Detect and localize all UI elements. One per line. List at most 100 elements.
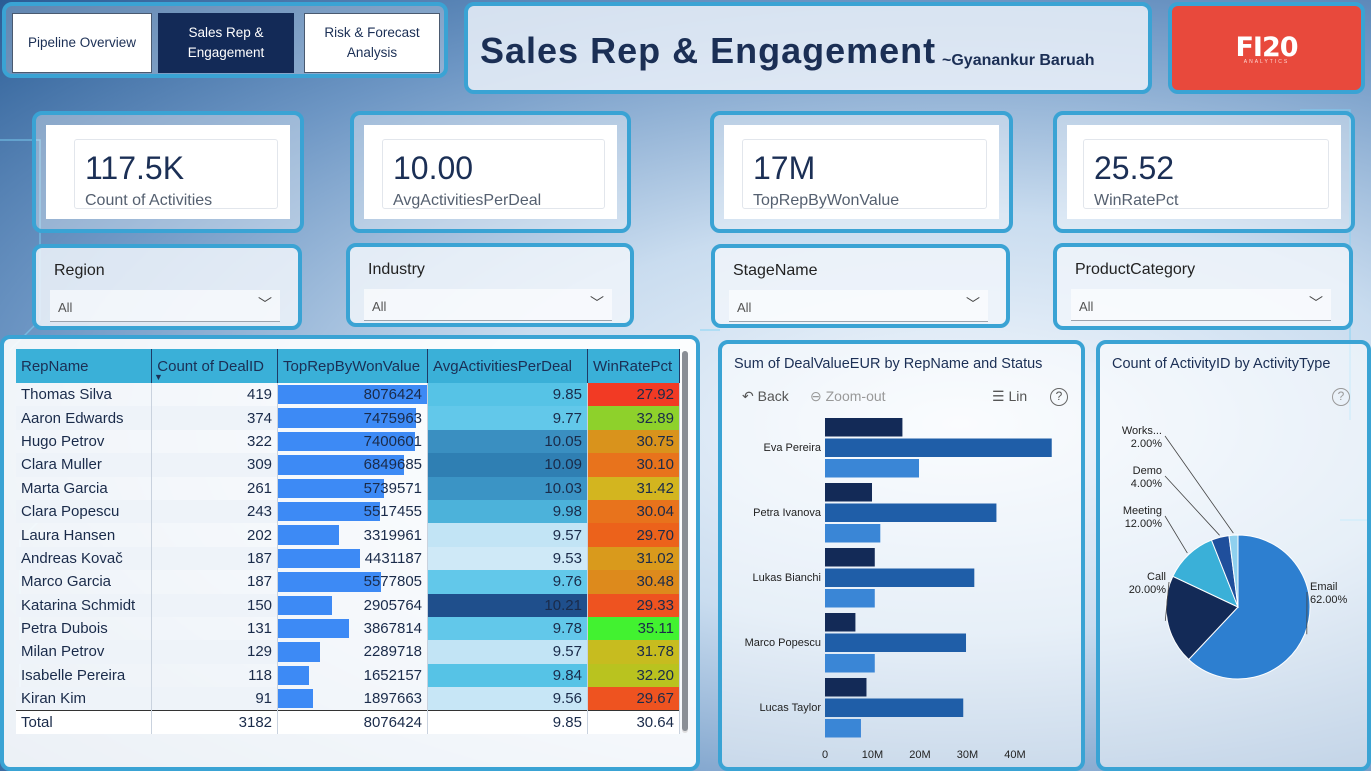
- cell-avg: 9.77: [427, 406, 588, 430]
- leader-line: [1164, 581, 1170, 621]
- bar[interactable]: [825, 524, 881, 543]
- cell-count: 187: [151, 570, 279, 594]
- table-row[interactable]: Petra Dubois 131 3867814 9.78 35.11: [16, 616, 681, 641]
- bar[interactable]: [825, 503, 997, 523]
- cell-winrate: 35.11: [587, 616, 681, 641]
- cell-repname: Kiran Kim: [16, 687, 153, 711]
- kpi-count-activities: 117.5K Count of Activities: [32, 111, 304, 233]
- data-bar: [278, 501, 380, 522]
- bar[interactable]: [825, 589, 875, 608]
- col-header-avgactivities[interactable]: AvgActivitiesPerDeal: [427, 349, 588, 383]
- pie-slice[interactable]: [1165, 575, 1239, 661]
- kpi-value: 10.00: [393, 150, 474, 186]
- cell-repname: Marta Garcia: [16, 476, 153, 500]
- nav-risk-forecast-button[interactable]: Risk & Forecast Analysis: [304, 13, 440, 73]
- industry-dropdown[interactable]: All ﹀: [364, 289, 612, 321]
- table-row[interactable]: Marta Garcia 261 5739571 10.03 31.42: [16, 476, 681, 500]
- col-header-repname[interactable]: RepName: [16, 349, 153, 383]
- chevron-down-icon: ﹀: [1309, 295, 1323, 311]
- bar[interactable]: [825, 459, 920, 478]
- x-tick-label: 0: [822, 749, 828, 761]
- cell-value: 1652157: [363, 666, 423, 684]
- cell-count: 261: [151, 476, 279, 500]
- cell-value: 2289718: [363, 643, 423, 661]
- col-header-toprep[interactable]: TopRepByWonValue: [277, 349, 429, 383]
- bar[interactable]: [825, 483, 873, 502]
- scrollbar-thumb[interactable]: [682, 351, 688, 731]
- slice-percent: 62.00%: [1310, 594, 1348, 606]
- productcategory-dropdown[interactable]: All ﹀: [1071, 289, 1331, 321]
- table-row[interactable]: Thomas Silva 419 8076424 9.85 27.92: [16, 383, 681, 407]
- bar[interactable]: [825, 418, 903, 437]
- category-label: Eva Pereira: [764, 442, 822, 454]
- table-row[interactable]: Isabelle Pereira 118 1652157 9.84 32.20: [16, 663, 681, 688]
- pie-slice[interactable]: [1188, 534, 1311, 680]
- cell-toprep: 5739571: [277, 476, 429, 500]
- zoom-out-button[interactable]: ⊖ Zoom-out: [810, 388, 886, 405]
- help-icon[interactable]: ?: [1050, 388, 1068, 406]
- cell-value: 5517455: [363, 503, 423, 521]
- bar[interactable]: [825, 633, 967, 653]
- table-row[interactable]: Aaron Edwards 374 7475963 9.77 32.89: [16, 406, 681, 430]
- data-bar: [278, 431, 415, 452]
- chevron-down-icon: ﹀: [966, 296, 980, 312]
- cell-winrate: 32.89: [587, 406, 681, 430]
- cell-count: 150: [151, 593, 279, 617]
- table-row[interactable]: Laura Hansen 202 3319961 9.57 29.70: [16, 523, 681, 547]
- dropdown-value: All: [58, 300, 73, 315]
- chevron-down-icon: ﹀: [258, 296, 272, 312]
- table-row[interactable]: Clara Muller 309 6849685 10.09 30.10: [16, 453, 681, 477]
- cell-toprep: 3867814: [277, 616, 429, 641]
- col-header-count-dealid[interactable]: Count of DealID ▼: [151, 349, 279, 383]
- table-row[interactable]: Andreas Kovač 187 4431187 9.53 31.02: [16, 546, 681, 571]
- bar[interactable]: [825, 654, 875, 673]
- header: Sales Rep & Engagement ~Gyanankur Baruah: [464, 2, 1152, 94]
- chevron-down-icon: ﹀: [590, 295, 604, 311]
- cell-repname: Andreas Kovač: [16, 546, 153, 571]
- table-row[interactable]: Kiran Kim 91 1897663 9.56 29.67: [16, 687, 681, 711]
- page-title: Sales Rep & Engagement: [480, 30, 937, 71]
- table-row[interactable]: Marco Garcia 187 5577805 9.76 30.48: [16, 570, 681, 594]
- bar[interactable]: [825, 698, 964, 718]
- cell-repname: Clara Popescu: [16, 499, 153, 524]
- table-scrollbar[interactable]: [682, 351, 688, 733]
- kpi-top-rep: 17M TopRepByWonValue: [710, 111, 1013, 233]
- slicer-region: Region All ﹀: [32, 244, 302, 330]
- cell-avg: 9.76: [427, 570, 588, 594]
- table-row[interactable]: Katarina Schmidt 150 2905764 10.21 29.33: [16, 593, 681, 617]
- bar[interactable]: [825, 568, 975, 588]
- page-navigator: Pipeline Overview Sales Rep & Engagement…: [2, 2, 448, 78]
- bar[interactable]: [825, 678, 867, 697]
- pie-slice[interactable]: [1228, 534, 1239, 608]
- help-icon[interactable]: ?: [1332, 388, 1350, 406]
- bar[interactable]: [825, 438, 1052, 458]
- kpi-label: AvgActivitiesPerDeal: [393, 192, 542, 209]
- cell-winrate: 30.10: [587, 453, 681, 477]
- table-row[interactable]: Milan Petrov 129 2289718 9.57 31.78: [16, 640, 681, 664]
- lin-button[interactable]: ☰ Lin: [992, 388, 1027, 405]
- table-row[interactable]: Clara Popescu 243 5517455 9.98 30.04: [16, 499, 681, 524]
- x-tick-label: 30M: [957, 749, 978, 761]
- kpi-label: Count of Activities: [85, 192, 213, 209]
- bar[interactable]: [825, 719, 861, 738]
- nav-pipeline-overview-button[interactable]: Pipeline Overview: [12, 13, 152, 73]
- bar[interactable]: [825, 613, 856, 632]
- cell-count: 131: [151, 616, 279, 641]
- region-dropdown[interactable]: All ﹀: [50, 290, 280, 322]
- category-label: Lukas Bianchi: [753, 572, 822, 584]
- stagename-dropdown[interactable]: All ﹀: [729, 290, 988, 322]
- back-button[interactable]: ↶ Back: [742, 388, 789, 405]
- cell-value: 5577805: [363, 573, 423, 591]
- cell-winrate: 30.75: [587, 429, 681, 454]
- bar[interactable]: [825, 548, 875, 567]
- cell-winrate: 29.33: [587, 593, 681, 617]
- cell-value: 6849685: [363, 456, 423, 474]
- data-bar: [278, 408, 416, 428]
- cell-repname: Milan Petrov: [16, 640, 153, 664]
- table-row[interactable]: Hugo Petrov 322 7400601 10.05 30.75: [16, 429, 681, 454]
- cell-repname: Isabelle Pereira: [16, 663, 153, 688]
- cell-count: 129: [151, 640, 279, 664]
- col-header-winrate[interactable]: WinRatePct: [587, 349, 681, 383]
- nav-sales-rep-button[interactable]: Sales Rep & Engagement: [158, 13, 294, 73]
- data-bar: [278, 385, 428, 405]
